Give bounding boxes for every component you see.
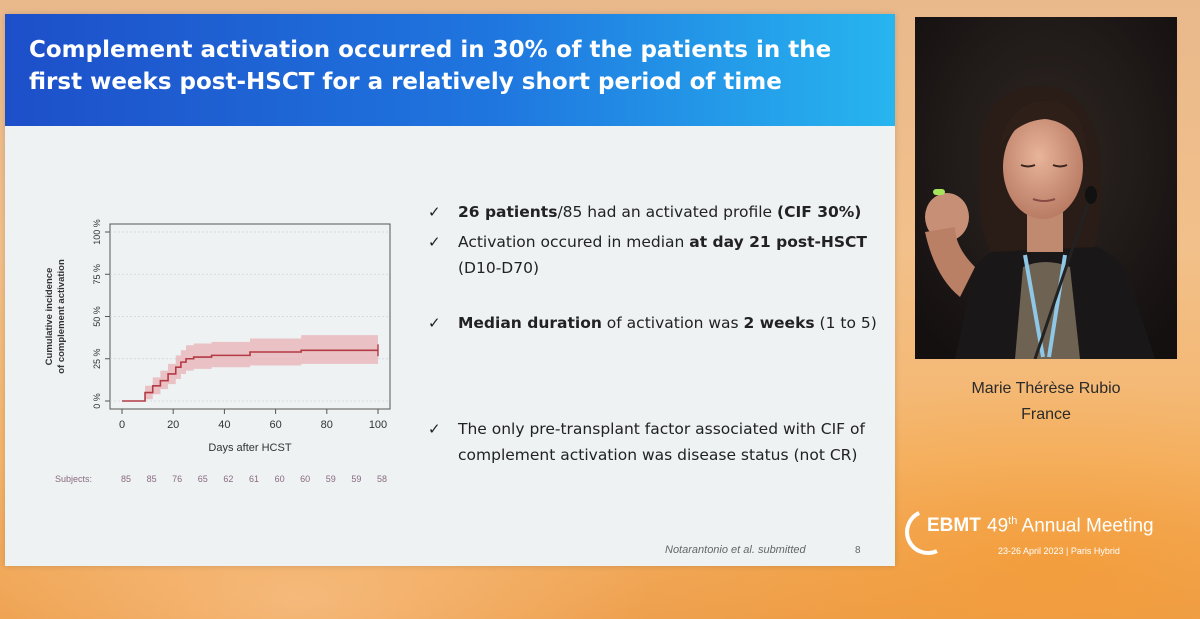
x-axis-label: Days after HCST: [208, 442, 291, 454]
bullet-3-text: of activation was: [601, 314, 744, 332]
slide-page-number: 8: [855, 545, 861, 556]
speaker-photo: [915, 17, 1177, 359]
bullet-text-3: Median duration of activation was 2 week…: [458, 310, 888, 336]
logo-meeting-title: 49th Annual Meeting: [987, 515, 1154, 537]
bullet-4-line2: complement activation was disease status…: [458, 446, 858, 464]
logo-meeting-text: Annual Meeting: [1017, 515, 1154, 537]
check-icon: ✓: [428, 203, 441, 221]
speaker-name: Marie Thérèse Rubio: [971, 380, 1121, 397]
logo-meeting-suffix: th: [1008, 515, 1018, 527]
y-axis-label-line-1: Cumulative incidence: [44, 268, 55, 366]
x-tick-label: 40: [218, 419, 230, 431]
logo-meeting-number: 49: [987, 515, 1009, 537]
bullet-text-4: The only pre-transplant factor associate…: [458, 416, 888, 468]
y-tick-label: 0 %: [92, 393, 102, 409]
y-tick-label: 25 %: [92, 348, 102, 369]
y-tick-label: 50 %: [92, 306, 102, 327]
subjects-value: 62: [223, 474, 234, 484]
x-tick-label: 20: [167, 419, 179, 431]
check-icon: ✓: [428, 420, 441, 438]
speaker-video-feed: [915, 17, 1177, 359]
citation: Notarantonio et al. submitted: [665, 544, 806, 556]
bullet-2-pre: Activation occured in median: [458, 233, 690, 251]
x-tick-label: 60: [269, 419, 281, 431]
slide-title: Complement activation occurred in 30% of…: [29, 34, 869, 98]
bullet-1-bold2: (CIF 30%): [777, 203, 862, 221]
subjects-at-risk-row: Subjects: 85 85 76 65 62 61 60 60 59 59 58: [55, 474, 387, 488]
subjects-value: 76: [172, 474, 183, 484]
logo-brand: EBMT: [927, 515, 981, 536]
bullet-text-1: 26 patients/85 had an activated profile …: [458, 199, 888, 225]
subjects-value: 85: [146, 474, 157, 484]
slide-title-line-1: Complement activation occurred in 30% of…: [29, 37, 832, 63]
y-axis-label-line-2: of complement activation: [56, 259, 67, 374]
subjects-value: 59: [351, 474, 362, 484]
presentation-slide: Complement activation occurred in 30% of…: [5, 14, 895, 566]
y-tick-label: 75 %: [92, 264, 102, 285]
cumulative-incidence-chart: 0 20 40 60 80 100 0 % 25 % 50 % 75 % 100 % Days aft…: [35, 204, 405, 494]
chart-svg: 0 20 40 60 80 100 0 % 25 % 50 % 75 % 100 % Days aft…: [44, 219, 391, 454]
subjects-value: 65: [197, 474, 208, 484]
speaker-country: France: [1021, 406, 1071, 423]
bullet-1-text: /85 had an activated profile: [557, 203, 777, 221]
subjects-value: 58: [376, 474, 387, 484]
series-line: [122, 349, 378, 402]
subjects-label: Subjects:: [55, 474, 93, 484]
bullet-2-line2: (D10-D70): [458, 259, 540, 277]
subjects-value: 60: [300, 474, 311, 484]
subjects-value: 60: [274, 474, 285, 484]
slide-header-banner: Complement activation occurred in 30% of…: [5, 14, 895, 126]
bullet-3-bold: Median duration: [458, 314, 602, 332]
y-tick-label: 100 %: [92, 219, 102, 245]
subjects-value: 85: [120, 474, 131, 484]
bullet-2-bold: at day 21 post-HSCT: [689, 233, 868, 251]
bullet-4-line1: The only pre-transplant factor associate…: [458, 420, 865, 438]
x-tick-label: 0: [119, 419, 125, 431]
ebmt-logo: EBMT 49th Annual Meeting 23-26 April 202…: [898, 502, 1195, 565]
bullet-3-post: (1 to 5): [814, 314, 877, 332]
bullet-text-2: Activation occured in median at day 21 p…: [458, 229, 888, 281]
check-icon: ✓: [428, 233, 441, 251]
bullet-3-bold2: 2 weeks: [743, 314, 815, 332]
subjects-value: 61: [248, 474, 259, 484]
logo-dates: 23-26 April 2023 | Paris Hybrid: [998, 546, 1120, 556]
x-tick-label: 80: [321, 419, 333, 431]
slide-title-line-2: first weeks post-HSCT for a relatively s…: [29, 69, 782, 95]
bullet-1-bold: 26 patients: [458, 203, 558, 221]
subjects-value: 59: [325, 474, 336, 484]
confidence-band: [122, 335, 378, 401]
check-icon: ✓: [428, 314, 441, 332]
x-tick-label: 100: [369, 419, 387, 431]
